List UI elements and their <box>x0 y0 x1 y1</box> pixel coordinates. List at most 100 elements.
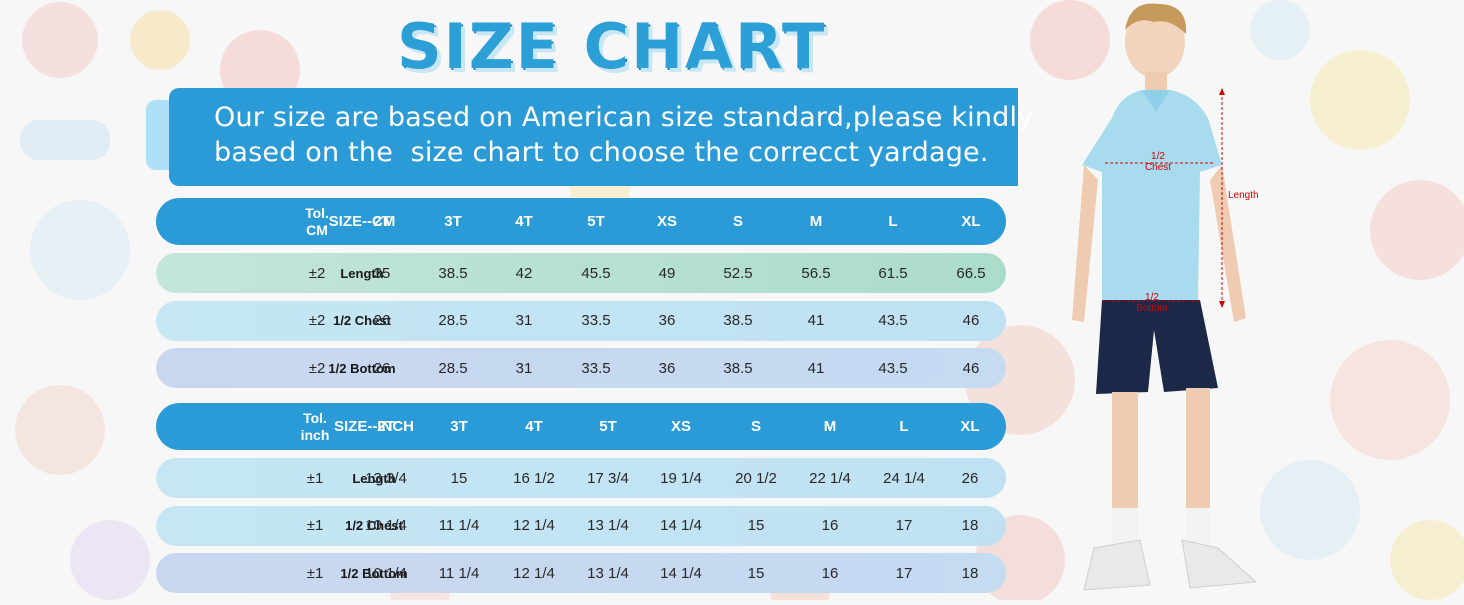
cm_table-header-cell: 4T <box>515 213 533 230</box>
table-cell: 13 1/4 <box>587 564 629 582</box>
table-cell: 12 1/4 <box>513 564 555 582</box>
inch_table-header-cell: SIZE--INCH <box>334 418 414 435</box>
inch_table-row: 1/2 Chest ±1 10 1/4 11 1/4 12 1/4 13 1/4 14 1/… <box>156 505 1006 546</box>
table-cell: 26 <box>961 469 979 487</box>
table-cell: 26 <box>373 312 391 329</box>
inch_table-header-cell: 5T <box>599 418 617 435</box>
inch_table-row: Length ±1 13 3/4 15 16 1/2 17 3/4 19 1/4 20 1/2… <box>156 458 1006 498</box>
table-cell: 38.5 <box>438 264 468 282</box>
table-cell: 33.5 <box>581 359 611 377</box>
table-cell: 12 1/4 <box>513 517 555 534</box>
cm_table-row: 1/2 Bottom ±2 26 28.5 31 33.5 36 38.5 41 43.5 46 <box>156 348 1006 388</box>
inch_table-row: 1/2 Bottom ±1 10 1/4 11 1/4 12 1/4 13 1/4 14 1… <box>156 553 1006 593</box>
table-cell: 11 1/4 <box>438 517 480 534</box>
inch_table-header-cell: L <box>899 418 909 435</box>
table-cell: 52.5 <box>723 264 753 282</box>
cm_table-header-cell: 3T <box>444 213 462 230</box>
table-cell: 16 <box>821 517 839 534</box>
table-cell: 43.5 <box>878 359 908 377</box>
inch_table-header-cell: S <box>750 418 762 435</box>
table-cell: 41 <box>807 359 825 377</box>
table-cell: 38.5 <box>723 312 753 329</box>
inch_table-header-cell: M <box>823 418 837 435</box>
cm_table-row: Length ±2 35 38.5 42 45.5 49 52.5 56.5 61.5 66.5 <box>156 253 1006 293</box>
table-cell: ±2 <box>308 264 326 282</box>
inch_table-header: SIZE--INCH Tol. inch 2T 3T 4T 5T XS S M L XL <box>156 403 1006 450</box>
cm_table-header-cell: XL <box>961 213 981 230</box>
table-cell: 18 <box>961 564 979 582</box>
size-note-banner: Our size are based on American size stan… <box>169 88 1034 186</box>
length-measure-label: Length <box>1228 190 1259 201</box>
boy-model-image <box>1072 3 1258 591</box>
cm_table-header-cell: XS <box>656 213 678 230</box>
inch_table-header-cell: XS <box>670 418 692 435</box>
banner-line-1: Our size are based on American size stan… <box>214 102 1034 133</box>
table-cell: 14 1/4 <box>660 517 702 534</box>
row-label: 1/2 Chest <box>345 518 403 533</box>
cm_table-header-cell: S <box>732 213 744 230</box>
table-cell: 16 1/2 <box>513 469 555 487</box>
table-cell: 56.5 <box>801 264 831 282</box>
chest-measure-label: 1/2 Chest <box>1144 151 1172 173</box>
table-cell: 13 3/4 <box>365 469 407 487</box>
cm_table-header-cell: L <box>888 213 898 230</box>
table-cell: 35 <box>373 264 391 282</box>
table-cell: 28.5 <box>438 312 468 329</box>
table-cell: ±2 <box>308 359 326 377</box>
inch_table-header-cell: 2T <box>377 418 395 435</box>
table-cell: 31 <box>515 312 533 329</box>
table-cell: 18 <box>961 517 979 534</box>
table-cell: ±1 <box>306 517 324 534</box>
cm_table-row: 1/2 Chest ±2 26 28.5 31 33.5 36 38.5 41 43.5 46 <box>156 300 1006 341</box>
table-cell: 15 <box>747 564 765 582</box>
table-cell: 20 1/2 <box>735 469 777 487</box>
table-cell: 66.5 <box>956 264 986 282</box>
row-label: 1/2 Bottom <box>328 360 396 376</box>
table-cell: 11 1/4 <box>438 564 480 582</box>
table-cell: 49 <box>658 264 676 282</box>
table-cell: ±1 <box>306 564 324 582</box>
table-cell: 45.5 <box>581 264 611 282</box>
inch_table-header-cell: Tol. inch <box>300 409 330 443</box>
table-cell: 46 <box>962 359 980 377</box>
row-label: 1/2 Bottom <box>340 565 408 581</box>
cm_table-header-cell: 5T <box>587 213 605 230</box>
table-cell: 17 3/4 <box>587 469 629 487</box>
table-cell: 19 1/4 <box>660 469 702 487</box>
table-cell: 26 <box>373 359 391 377</box>
table-cell: 31 <box>515 359 533 377</box>
inch_table-header-cell: XL <box>960 418 980 435</box>
table-cell: 17 <box>895 564 913 582</box>
table-cell: 22 1/4 <box>809 469 851 487</box>
table-cell: 10 1/4 <box>365 564 407 582</box>
row-label: 1/2 Chest <box>333 313 391 328</box>
table-cell: 61.5 <box>878 264 908 282</box>
cm_table-header-cell: Tol. CM <box>305 204 329 238</box>
model-figure: 1/2 Chest Length 1/2 Bottom <box>1050 0 1310 600</box>
table-cell: 17 <box>895 517 913 534</box>
table-cell: 15 <box>450 469 468 487</box>
inch_table-header-cell: 3T <box>450 418 468 435</box>
table-cell: 24 1/4 <box>883 469 925 487</box>
cm_table-header-cell: SIZE--CM <box>328 213 396 230</box>
table-cell: 41 <box>807 312 825 329</box>
table-cell: 33.5 <box>581 312 611 329</box>
table-cell: 14 1/4 <box>660 564 702 582</box>
cm_table-header-cell: 2T <box>373 213 391 230</box>
table-cell: 38.5 <box>723 359 753 377</box>
table-cell: 10 1/4 <box>365 517 407 534</box>
cm_table-header: SIZE--CM Tol. CM 2T 3T 4T 5T XS S M L XL <box>156 198 1006 245</box>
table-cell: 13 1/4 <box>587 517 629 534</box>
table-cell: ±1 <box>306 469 324 487</box>
row-label: Length <box>340 265 384 281</box>
banner-line-2: based on the size chart to choose the co… <box>214 137 989 168</box>
bottom-measure-label: 1/2 Bottom <box>1136 292 1168 314</box>
table-cell: 46 <box>962 312 980 329</box>
table-cell: 36 <box>658 312 676 329</box>
table-cell: 42 <box>515 264 533 282</box>
table-cell: ±2 <box>308 312 326 329</box>
table-cell: 15 <box>747 517 765 534</box>
inch_table-header-cell: 4T <box>525 418 543 435</box>
table-cell: 36 <box>658 359 676 377</box>
cm_table-header-cell: M <box>809 213 823 230</box>
